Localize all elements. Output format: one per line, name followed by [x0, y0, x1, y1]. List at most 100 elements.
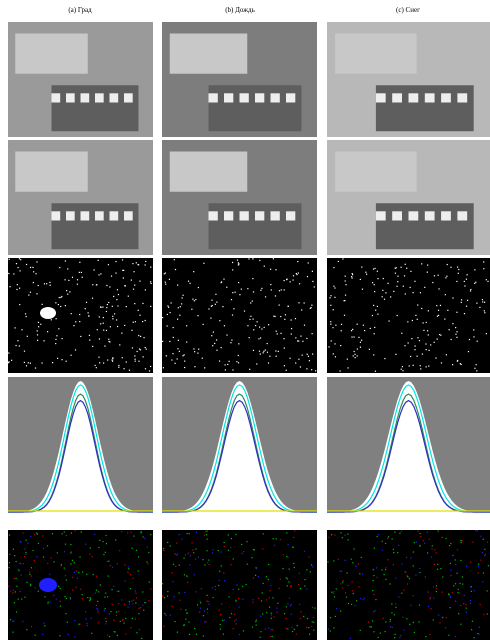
mask-speck — [395, 354, 396, 355]
map-speck — [188, 622, 189, 623]
mask-speck — [315, 370, 316, 371]
mask-speck — [438, 275, 439, 276]
mask-speck — [267, 352, 268, 353]
map-speck — [35, 635, 36, 636]
map-speck — [449, 594, 450, 595]
map-speck — [234, 614, 235, 615]
mask-speck — [19, 258, 20, 259]
map-speck — [44, 625, 45, 626]
map-speck — [185, 554, 186, 555]
mask-speck — [14, 327, 15, 328]
map-speck — [164, 597, 165, 598]
mask-speck — [397, 281, 398, 282]
map-speck — [401, 593, 402, 594]
map-speck — [167, 591, 168, 592]
map-speck — [31, 626, 32, 627]
mask-speck — [341, 324, 342, 325]
map-speck — [272, 636, 273, 637]
mask-speck — [416, 356, 417, 357]
mask-speck — [341, 330, 342, 331]
map-speck — [138, 570, 139, 571]
mask-speck — [427, 330, 428, 331]
photo-detail — [209, 211, 218, 220]
map-speck — [287, 628, 288, 629]
mask-speck — [468, 351, 469, 352]
map-speck — [60, 601, 61, 602]
map-speck — [477, 530, 478, 531]
map-speck — [392, 627, 393, 628]
mask-speck — [250, 302, 251, 303]
map-speck — [136, 597, 137, 598]
map-speck — [48, 602, 49, 603]
map-speck — [32, 550, 33, 551]
mask-speck — [430, 344, 431, 345]
mask-speck — [438, 310, 439, 311]
mask-speck — [163, 367, 164, 368]
map-speck — [219, 610, 220, 611]
map-speck — [434, 564, 435, 565]
map-speck — [172, 581, 173, 582]
photo-detail — [286, 211, 295, 220]
mask-speck — [67, 294, 68, 295]
map-speck — [174, 596, 175, 597]
mask-speck — [365, 272, 366, 273]
map-speck — [262, 592, 263, 593]
mask-speck — [75, 321, 76, 322]
mask-speck — [70, 355, 71, 356]
mask-speck — [126, 361, 127, 362]
map-speck — [135, 618, 136, 619]
map-speck — [64, 551, 65, 552]
map-speck — [409, 578, 410, 579]
mask-speck — [258, 338, 259, 339]
mask-speck — [165, 272, 166, 273]
mask-speck — [118, 367, 119, 368]
map-speck — [478, 573, 479, 574]
mask-speck — [237, 260, 238, 261]
mask-speck — [340, 370, 341, 371]
map-speck — [144, 602, 145, 603]
map-speck — [108, 575, 109, 576]
map-speck — [330, 630, 331, 631]
mask-speck — [134, 303, 135, 304]
mask-speck — [88, 315, 89, 316]
mask-speck — [64, 279, 65, 280]
map-speck — [437, 564, 438, 565]
mask-speck — [59, 297, 60, 298]
map-speck — [394, 637, 395, 638]
map-speck — [478, 564, 479, 565]
map-speck — [70, 544, 71, 545]
map-speck — [188, 553, 189, 554]
mask-speck — [267, 343, 268, 344]
mask-speck — [457, 266, 458, 267]
mask-speck — [33, 282, 34, 283]
mask-speck — [464, 285, 465, 286]
map-speck — [334, 534, 335, 535]
map-speck — [72, 560, 73, 561]
photo-detail — [376, 211, 386, 220]
photo-detail — [95, 211, 104, 220]
map-speck — [388, 536, 389, 537]
map-speck — [344, 560, 345, 561]
map-speck — [311, 626, 312, 627]
map-speck — [420, 533, 421, 534]
mask-speck — [413, 365, 414, 366]
map-speck — [150, 588, 151, 589]
mask-speck — [226, 287, 227, 288]
mask-speck — [222, 306, 223, 307]
mask-speck — [284, 365, 285, 366]
column-label: (b) Дождь — [225, 6, 255, 14]
mask-speck — [36, 261, 37, 262]
mask-speck — [173, 337, 174, 338]
mask-speck — [26, 316, 27, 317]
mask-speck — [396, 286, 397, 287]
map-speck — [22, 621, 23, 622]
map-speck — [424, 543, 425, 544]
mask-speck — [445, 294, 446, 295]
map-speck — [355, 566, 356, 567]
mask-speck — [114, 313, 115, 314]
map-speck — [230, 564, 231, 565]
mask-speck — [312, 333, 313, 334]
mask-speck — [24, 362, 25, 363]
mask-speck — [312, 281, 313, 282]
map-speck — [78, 624, 79, 625]
